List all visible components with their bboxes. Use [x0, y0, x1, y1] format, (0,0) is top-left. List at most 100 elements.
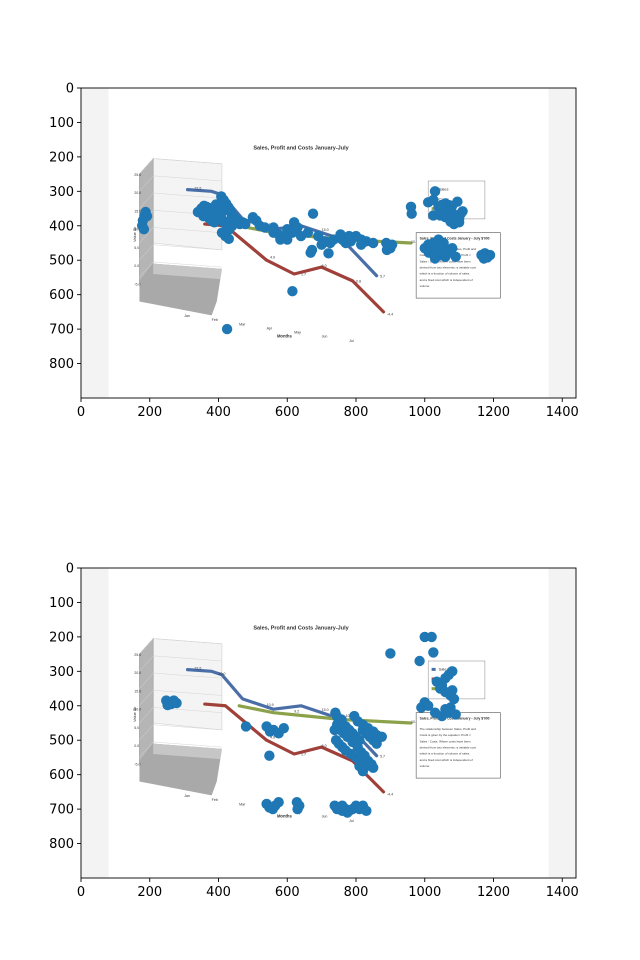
y-tick-label: 500	[49, 734, 74, 749]
embedded-z-tick: 20.0	[134, 191, 141, 195]
y-tick-label: 500	[49, 254, 74, 269]
embedded-value-label: 10.1	[411, 240, 418, 244]
scatter-point	[414, 655, 425, 667]
x-tick-label: 1400	[546, 405, 579, 420]
embedded-chart-image: Sales, Profit and Costs January-July Valu…	[81, 568, 576, 878]
x-tick-label: 400	[206, 885, 231, 900]
side-gridline	[139, 192, 154, 209]
embedded-x-label: Months	[277, 814, 293, 819]
y-tick-label: 800	[49, 837, 74, 852]
scatter-point	[292, 222, 303, 233]
scatter-point	[224, 205, 236, 216]
embedded-note-line: and a fixed cost which is independent of	[420, 278, 473, 282]
embedded-value-label: 5.7	[380, 754, 385, 758]
axes-frame	[80, 567, 577, 879]
scatter-point	[441, 244, 453, 256]
embedded-legend-swatch	[431, 687, 436, 691]
scatter-point	[329, 800, 340, 811]
x-tick-label: 800	[344, 405, 369, 420]
y-tick-label: 200	[49, 150, 74, 165]
embedded-z-tick: 10.0	[134, 228, 141, 232]
embedded-z-tick: -5.0	[134, 762, 140, 766]
scatter-point	[223, 233, 235, 245]
embedded-month-label: Mar	[239, 802, 246, 806]
embedded-z-tick: 15.0	[134, 209, 141, 213]
scatter-point	[198, 210, 209, 222]
scatter-point	[264, 750, 275, 761]
embedded-legend-swatch	[431, 667, 436, 671]
embedded-value-label: 21.5	[194, 667, 201, 671]
embedded-value-label: -4.4	[387, 792, 393, 796]
scatter-point	[292, 803, 303, 815]
costs-ribbon	[203, 702, 386, 794]
scatter-point	[221, 323, 233, 335]
embedded-note-line: volume.	[420, 284, 431, 288]
embedded-value-label: 0.8	[356, 280, 361, 284]
back-gridline	[153, 741, 222, 748]
back-gridline	[153, 690, 222, 696]
x-tick-label: 600	[275, 885, 300, 900]
back-gridline	[153, 638, 222, 645]
side-gridline	[139, 707, 154, 724]
side-gridline	[139, 672, 154, 689]
x-tick-label: 1000	[408, 885, 441, 900]
embedded-month-label: Feb	[212, 798, 218, 802]
y-tick-label: 0	[66, 82, 74, 97]
embedded-z-tick: 0.0	[134, 264, 139, 268]
scatter-point	[447, 685, 458, 696]
image-right-strip	[548, 568, 576, 878]
floor-top	[153, 743, 222, 760]
scatter-point	[455, 208, 467, 219]
scatter-point	[386, 239, 398, 250]
scatter-point	[287, 286, 298, 297]
embedded-month-label: Feb	[212, 318, 218, 322]
back-gridline	[153, 672, 222, 679]
scatter-point	[162, 699, 173, 711]
scatter-point	[422, 700, 434, 711]
scatter-point	[282, 234, 293, 245]
scatter-point	[426, 631, 437, 643]
scatter-point	[226, 213, 237, 225]
x-tick-label: 200	[137, 405, 162, 420]
embedded-z-tick: -5.0	[134, 282, 140, 286]
y-tick-label: 300	[49, 665, 74, 680]
y-tick-label: 300	[49, 185, 74, 200]
embedded-note-line: derived from two elements: a variable co…	[420, 265, 476, 269]
scatter-point	[323, 248, 334, 259]
back-gridline	[153, 724, 222, 731]
back-wall	[152, 638, 223, 731]
y-tick-label: 100	[49, 116, 74, 131]
scatter-point	[429, 186, 441, 197]
embedded-z-tick: 25.0	[134, 653, 141, 657]
embedded-month-label: Jan	[184, 314, 190, 318]
embedded-note-line: which is a function of volume of sales,	[420, 752, 471, 756]
y-tick-label: 800	[49, 357, 74, 372]
embedded-z-tick: 15.0	[134, 689, 141, 693]
embedded-chart-title: Sales, Profit and Costs January-July	[253, 145, 349, 151]
image-left-strip	[81, 568, 109, 878]
embedded-value-label: 4.9	[270, 256, 275, 260]
embedded-note-line: derived from two elements: a variable co…	[420, 745, 476, 749]
x-tick-label: 1400	[546, 885, 579, 900]
x-tick-label: 1000	[408, 405, 441, 420]
scatter-point	[367, 237, 379, 249]
scatter-point	[330, 735, 342, 746]
floor-top	[153, 263, 222, 280]
embedded-chart-image: Sales, Profit and Costs January-July Valu…	[81, 88, 576, 398]
embedded-note-line: Sales - Costs. Where costs have been	[420, 739, 471, 743]
scatter-point	[307, 208, 319, 219]
side-gridline	[139, 690, 154, 706]
embedded-legend-label: Sales	[439, 667, 449, 672]
x-tick-label: 1200	[477, 885, 510, 900]
y-tick-label: 600	[49, 768, 74, 783]
scatter-point	[171, 697, 182, 709]
embedded-z-tick: 25.0	[134, 173, 141, 177]
axes-frame	[80, 87, 577, 399]
scatter-point	[423, 247, 435, 258]
back-gridline	[153, 175, 222, 182]
back-gridline	[153, 655, 222, 662]
embedded-y-label: Value $k	[132, 707, 137, 722]
embedded-value-label: -4.4	[387, 312, 393, 316]
y-tick-label: 200	[49, 630, 74, 645]
